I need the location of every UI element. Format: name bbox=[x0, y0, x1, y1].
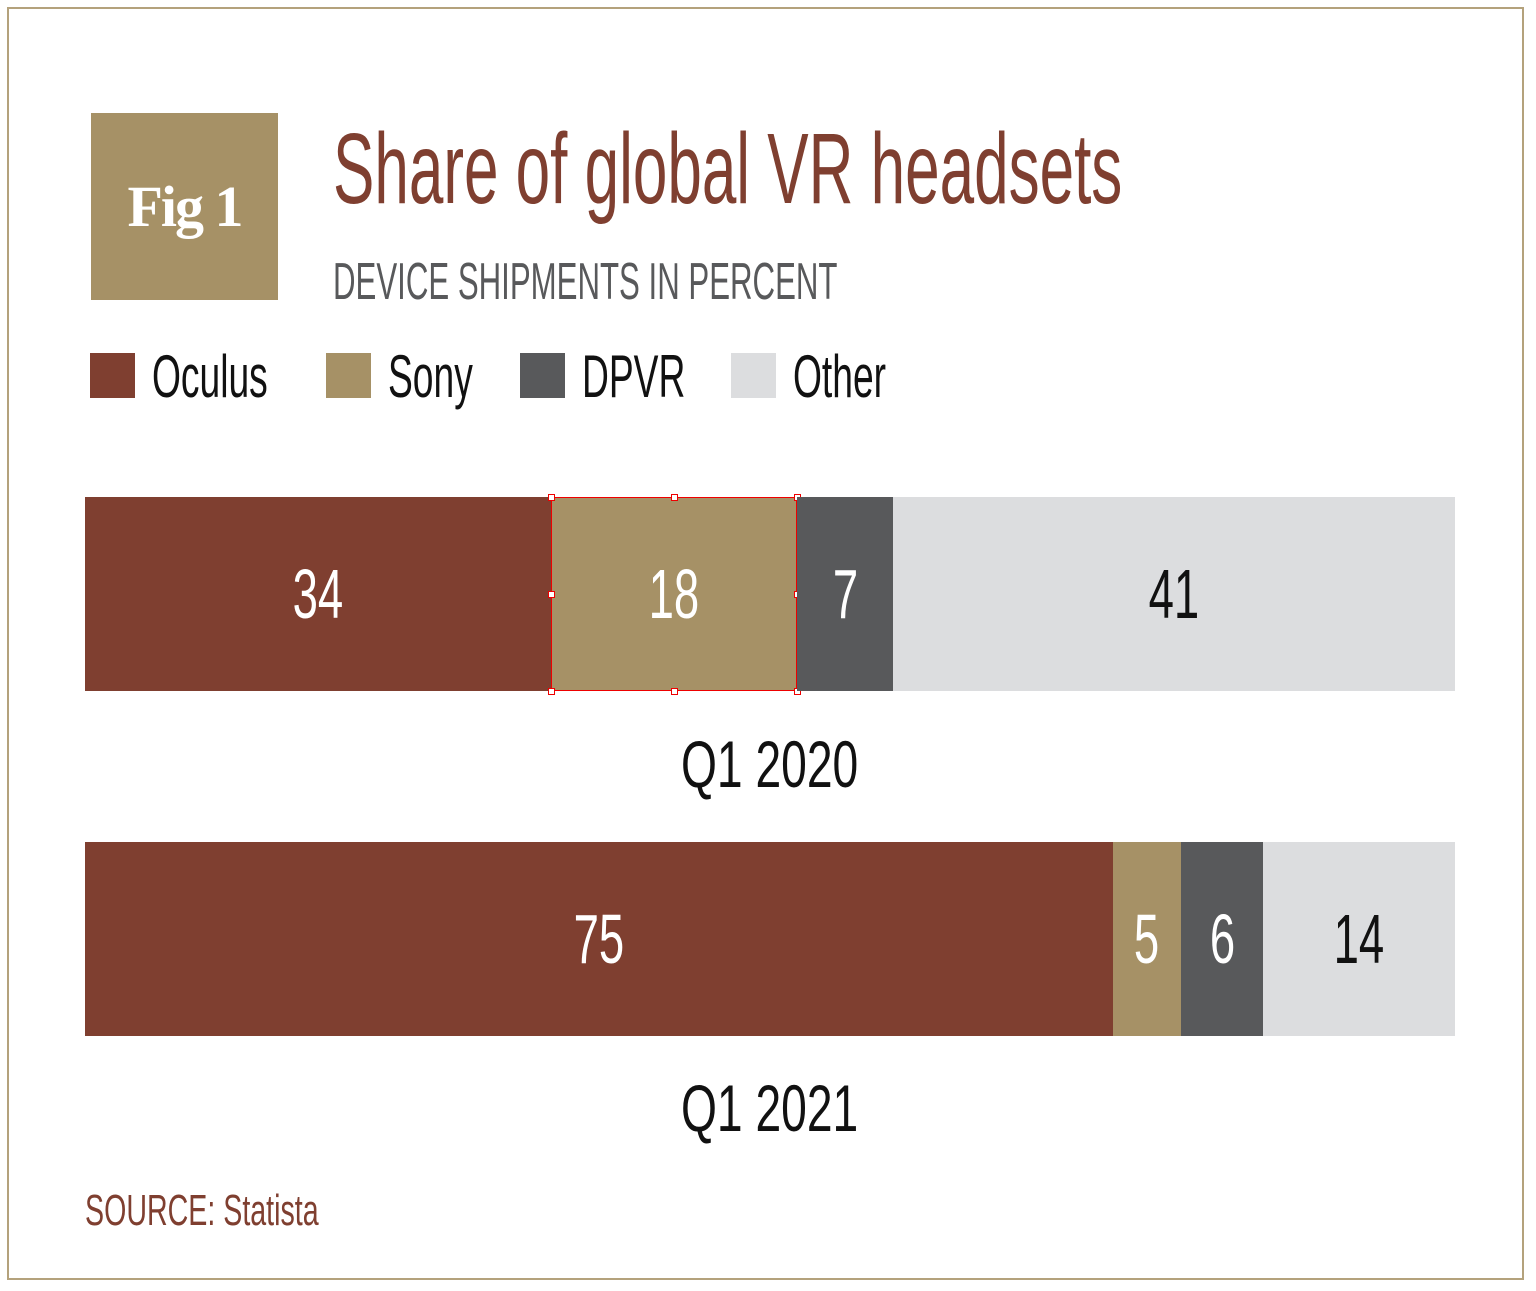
legend-swatch bbox=[731, 353, 776, 398]
selection-handle[interactable] bbox=[547, 591, 555, 598]
data-label: 34 bbox=[292, 555, 344, 633]
legend-swatch bbox=[326, 353, 371, 398]
bar-segment-sony: 18 bbox=[550, 497, 798, 691]
selection-box bbox=[550, 497, 798, 691]
bar-segment-dpvr: 7 bbox=[797, 497, 894, 691]
figure-badge: Fig 1 bbox=[91, 113, 278, 300]
selection-handle[interactable] bbox=[671, 688, 679, 695]
selection-handle[interactable] bbox=[547, 494, 555, 501]
data-label: 75 bbox=[573, 900, 625, 978]
source-note: SOURCE: Statista bbox=[85, 1186, 444, 1236]
legend-label: Sony bbox=[388, 343, 473, 410]
data-label: 14 bbox=[1333, 900, 1385, 978]
data-label: 41 bbox=[1148, 555, 1200, 633]
legend-label: DPVR bbox=[582, 343, 686, 410]
chart-subtitle-text: DEVICE SHIPMENTS IN PERCENT bbox=[333, 253, 838, 311]
category-label: Q1 2021 bbox=[681, 1071, 859, 1145]
legend-label: Oculus bbox=[152, 343, 268, 410]
legend-label: Other bbox=[793, 343, 887, 410]
legend-swatch bbox=[520, 353, 565, 398]
bar-segment-sony: 5 bbox=[1112, 842, 1181, 1036]
bar-segment-oculus: 34 bbox=[85, 497, 551, 691]
bar-segment-other: 41 bbox=[893, 497, 1455, 691]
data-label: 18 bbox=[648, 555, 700, 633]
data-label: 5 bbox=[1134, 900, 1160, 978]
selection-handle[interactable] bbox=[547, 688, 555, 695]
bar-segment-other: 14 bbox=[1263, 842, 1455, 1036]
source-text: SOURCE: Statista bbox=[85, 1186, 319, 1235]
figure-badge-label: Fig 1 bbox=[127, 174, 243, 239]
category-label: Q1 2020 bbox=[681, 727, 859, 801]
selection-handle[interactable] bbox=[671, 494, 679, 501]
data-label: 7 bbox=[832, 555, 858, 633]
bar-segment-dpvr: 6 bbox=[1181, 842, 1264, 1036]
chart-title-text: Share of global VR headsets bbox=[333, 113, 1123, 225]
chart-subtitle: DEVICE SHIPMENTS IN PERCENT bbox=[333, 252, 1174, 312]
legend-swatch bbox=[90, 353, 135, 398]
chart-title: Share of global VR headsets bbox=[333, 112, 1536, 227]
data-label: 6 bbox=[1209, 900, 1235, 978]
bar-segment-oculus: 75 bbox=[85, 842, 1113, 1036]
chart-frame bbox=[7, 7, 1524, 1280]
